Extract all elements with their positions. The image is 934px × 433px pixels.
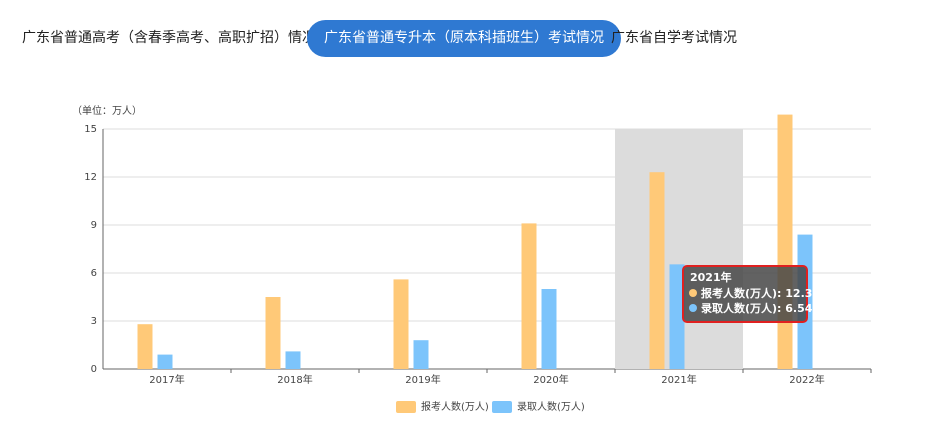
tab-bar: 广东省普通高考（含春季高考、高职扩招）情况 广东省普通专升本（原本科插班生）考试… — [0, 0, 934, 80]
y-tick-label: 9 — [91, 220, 97, 231]
legend-swatch — [396, 401, 416, 413]
legend-swatch — [492, 401, 512, 413]
tooltip-line: 录取人数(万人): 6.54 — [701, 301, 813, 315]
bar — [137, 324, 153, 369]
tooltip-box — [682, 265, 808, 323]
bar — [669, 264, 685, 369]
y-tick-label: 15 — [84, 124, 97, 135]
x-axis: 2017年 2018年 2019年 2020年 2021年 2022年 — [149, 369, 872, 386]
tab-general-gaokao[interactable]: 广东省普通高考（含春季高考、高职扩招）情况 — [22, 30, 316, 46]
y-tick-label: 0 — [91, 364, 97, 375]
grid — [103, 128, 871, 370]
bar — [541, 289, 557, 369]
y-tick-label: 6 — [91, 268, 97, 279]
tooltip-marker — [689, 304, 697, 312]
bar — [157, 354, 173, 369]
x-tick-label: 2021年 — [661, 373, 696, 386]
tooltip-marker — [689, 289, 697, 297]
x-tick-label: 2020年 — [533, 373, 568, 386]
x-tick-label: 2018年 — [277, 373, 312, 386]
unit-label: （单位：万人） — [72, 104, 142, 117]
y-tick-label: 3 — [91, 316, 97, 327]
x-tick-label: 2022年 — [789, 373, 824, 386]
x-tick-label: 2019年 — [405, 373, 440, 386]
bar — [649, 172, 665, 369]
legend-label: 报考人数(万人) — [421, 400, 489, 413]
bar — [777, 114, 793, 369]
legend: 报考人数(万人) 录取人数(万人) — [396, 400, 585, 413]
x-tick-label: 2017年 — [149, 373, 184, 386]
tab-self-study-exam[interactable]: 广东省自学考试情况 — [611, 30, 737, 46]
y-axis: 0 3 6 9 12 15 — [84, 124, 104, 375]
tab-upgrade-exam[interactable]: 广东省普通专升本（原本科插班生）考试情况 — [307, 20, 621, 57]
bar — [265, 297, 281, 369]
bar — [413, 340, 429, 369]
tooltip-line: 报考人数(万人): 12.3 — [701, 286, 812, 300]
legend-label: 录取人数(万人) — [517, 400, 585, 413]
bar — [285, 351, 301, 369]
y-tick-label: 12 — [84, 172, 97, 183]
tooltip-title: 2021年 — [690, 270, 732, 284]
bar — [393, 279, 409, 369]
bar — [521, 223, 537, 369]
